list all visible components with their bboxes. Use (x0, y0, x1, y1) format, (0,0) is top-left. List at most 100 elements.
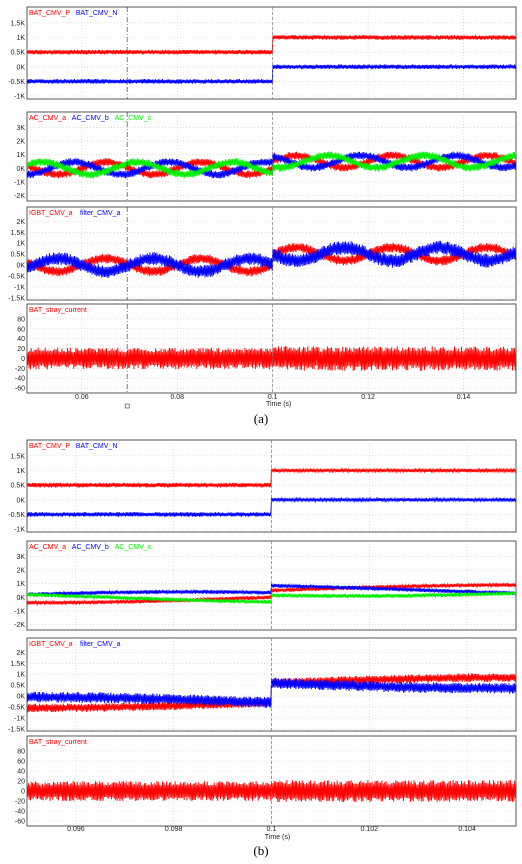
chart0-panel1: 3K 2K 1K 0K -1K -2K AC_CMV_a AC_CMV_b AC_CMV_c (14, 111, 517, 202)
chart1-panel2-ytick-label: 0K (16, 694, 25, 701)
chart1-panel1-ytick-label: 1K (16, 581, 25, 588)
chart1-panel3-ytick-label: -40 (15, 809, 25, 816)
chart0-panel0-ytick-label: 1.5K (11, 20, 26, 27)
chart0-xtick-label: 0.1 (268, 394, 278, 401)
chart1-panel2: 2K 1.5K 1K 0.5K 0K -0.5K -1K -1.5K IGBT_CMV_a fil… (8, 637, 517, 733)
chart1-panel0-traces (27, 467, 516, 517)
chart1-panel3-ytick-label: 80 (17, 749, 25, 756)
legend-BAT_CMV_P: BAT_CMV_P (29, 443, 70, 450)
legend-AC_CMV_a: AC_CMV_a (29, 544, 66, 551)
chart0-panel2-traces (27, 240, 516, 279)
series-BAT_CMV_N (27, 64, 516, 84)
chart1-panel1-ytick-label: -1K (14, 608, 25, 615)
series-BAT_CMV_N (27, 496, 516, 517)
chart0-panel1-traces (27, 151, 516, 179)
chart1-panel3-ytick-label: 60 (17, 759, 25, 766)
chart1-panel2-ytick-label: 1K (16, 672, 25, 679)
chart1-panel1-ytick-label: 0K (16, 595, 25, 602)
legend-BAT_CMV_P: BAT_CMV_P (29, 10, 70, 17)
chart0-panel2-ytick-label: -1.5K (8, 295, 25, 302)
chart1-xtick-label: 0.1 (267, 826, 277, 833)
chart1-xtick-label: 0.098 (165, 826, 183, 833)
chart0-panel3-ytick-label: 40 (17, 336, 25, 343)
chart0-xlabel: Time (s) (266, 401, 291, 408)
chart1-panel0-ytick-label: -1K (14, 527, 25, 534)
chart1-panel3-ytick-label: 40 (17, 769, 25, 776)
caption-b: (b) (253, 843, 269, 858)
chart0-xtick-label: 0.06 (75, 394, 89, 401)
series-BAT_stray_current (27, 346, 516, 371)
chart1-panel0-ytick-label: 1.5K (11, 453, 26, 460)
chart1-xtick-label: 0.104 (458, 826, 476, 833)
caption-a: (a) (253, 411, 269, 426)
legend-IGBT_CMV_a: IGBT_CMV_a (29, 210, 73, 217)
series-AC_CMV_c (27, 151, 516, 179)
chart0-panel2-ytick-label: -0.5K (8, 273, 25, 280)
chart0-panel2-ytick-label: 2K (16, 219, 25, 226)
chart0-panel0-ytick-label: 0.5K (11, 50, 26, 57)
chart1-panel1: 3K 2K 1K 0K -1K -2K AC_CMV_a AC_CMV_b AC_CMV_c (14, 540, 517, 631)
legend-BAT_stray_current: BAT_stray_current (29, 739, 87, 746)
chart1-panel3-ytick-label: 20 (17, 779, 25, 786)
chart0-panel2-ytick-label: 0K (16, 263, 25, 270)
chart0-panel3-ytick-label: 20 (17, 346, 25, 353)
legend-AC_CMV_b: AC_CMV_b (72, 544, 109, 551)
chart0-panel2-ytick-label: 1.5K (11, 230, 26, 237)
chart0-panel0-ytick-label: -1K (14, 94, 25, 101)
chart0-xtick-label: 0.08 (170, 394, 184, 401)
chart0-panel3: 80 60 40 20 0 -20 -40 -60 BAT_stray_current (15, 303, 517, 394)
chart1-panel3-ytick-label: -60 (15, 819, 25, 826)
chart0-panel3-ytick-label: 0 (21, 356, 25, 363)
chart0-panel3-ytick-label: -60 (15, 386, 25, 393)
chart1-xtick-label: 0.102 (361, 826, 379, 833)
chart0-panel0: 1.5K 1K 0.5K 0K -0.5K -1K BAT_CMV_P BAT_CMV_N (8, 6, 517, 101)
chart0-panel1-ytick-label: 1K (16, 152, 25, 159)
chart0-xtick-label: 0.14 (457, 394, 471, 401)
chart1-xlabel: Time (s) (265, 834, 290, 841)
chart0-panel0-ytick-label: 0K (16, 64, 25, 71)
chart1-panel2-ytick-label: 0.5K (11, 683, 26, 690)
legend-filter_CMV_a: filter_CMV_a (80, 641, 121, 648)
chart1-panel1-ytick-label: 3K (16, 554, 25, 561)
chart0-panel1-ytick-label: 0K (16, 166, 25, 173)
legend-AC_CMV_b: AC_CMV_b (72, 115, 109, 122)
chart1-panel0-ytick-label: 0.5K (11, 483, 26, 490)
series-filter_CMV_a (27, 240, 516, 279)
chart0-panel2-ytick-label: -1K (14, 284, 25, 291)
chart0-panel3-ytick-label: 60 (17, 326, 25, 333)
series-AC_CMV_a (27, 151, 516, 179)
chart0-panel1-ytick-label: 3K (16, 125, 25, 132)
chart1-panel0: 1.5K 1K 0.5K 0K -0.5K -1K BAT_CMV_P BAT_CMV_N (8, 439, 517, 534)
chart1-panel2-ytick-label: -0.5K (8, 704, 25, 711)
chart0-panel3-traces (27, 346, 516, 371)
chart0-panel2-ytick-label: 1K (16, 241, 25, 248)
chart1-panel3-ytick-label: -20 (15, 799, 25, 806)
chart1-panel2-ytick-label: 1.5K (11, 661, 26, 668)
chart0-panel1-ytick-label: -1K (14, 179, 25, 186)
chart1-panel3: 80 60 40 20 0 -20 -40 -60 BAT_stray_current (15, 735, 517, 827)
chart0-panel3-ytick-label: 80 (17, 316, 25, 323)
legend-BAT_stray_current: BAT_stray_current (29, 307, 87, 314)
chart1-panel2-ytick-label: -1.5K (8, 726, 25, 733)
series-BAT_CMV_P (27, 35, 516, 55)
chart0-panel2: 2K 1.5K 1K 0.5K 0K -0.5K -1K -1.5K IGBT_CMV_a fil… (8, 206, 517, 302)
legend-AC_CMV_c: AC_CMV_c (115, 115, 152, 122)
chart0-panel2-ytick-label: 0.5K (11, 252, 26, 259)
chart1-panel1-ytick-label: -2K (14, 622, 25, 629)
legend-IGBT_CMV_a: IGBT_CMV_a (29, 641, 73, 648)
chart0-cursor-handle (124, 403, 130, 409)
chart1-panel0-ytick-label: -0.5K (8, 512, 25, 519)
chart0-panel2-frame (26, 206, 517, 301)
chart1-panel2-ytick-label: 2K (16, 650, 25, 657)
chart0-panel3-ytick-label: -40 (15, 376, 25, 383)
chart1-panel1-ytick-label: 2K (16, 568, 25, 575)
chart1-xtick-label: 0.096 (67, 826, 85, 833)
series-BAT_CMV_P (27, 467, 516, 489)
chart0-panel0-ytick-label: -0.5K (8, 79, 25, 86)
legend-BAT_CMV_N: BAT_CMV_N (76, 10, 118, 17)
chart1-panel3-ytick-label: 0 (21, 789, 25, 796)
chart0-panel3-frame (26, 303, 517, 394)
legend-AC_CMV_c: AC_CMV_c (115, 544, 152, 551)
